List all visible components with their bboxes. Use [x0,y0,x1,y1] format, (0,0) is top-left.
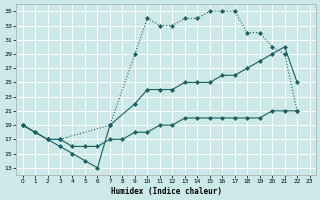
X-axis label: Humidex (Indice chaleur): Humidex (Indice chaleur) [111,187,221,196]
